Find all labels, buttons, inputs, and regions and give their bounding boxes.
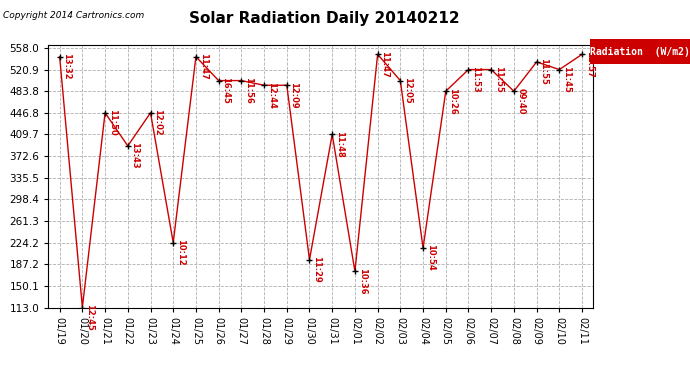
Text: 11:29: 11:29 [312, 256, 322, 283]
Text: 11:55: 11:55 [494, 66, 503, 93]
Text: 12:05: 12:05 [403, 77, 412, 104]
Text: 11:47: 11:47 [380, 51, 389, 78]
Text: 11:48: 11:48 [335, 131, 344, 158]
Text: 09:40: 09:40 [517, 88, 526, 114]
Text: 13:32: 13:32 [62, 53, 71, 80]
Text: 11:53: 11:53 [471, 66, 480, 93]
Text: Radiation  (W/m2): Radiation (W/m2) [590, 46, 690, 57]
Text: 13:43: 13:43 [130, 142, 139, 169]
Text: 10:54: 10:54 [426, 244, 435, 271]
Text: 11:47: 11:47 [199, 53, 208, 80]
Text: 11:45: 11:45 [562, 66, 571, 93]
Text: 16:45: 16:45 [221, 77, 230, 104]
Text: Copyright 2014 Cartronics.com: Copyright 2014 Cartronics.com [3, 11, 145, 20]
Text: 10:26: 10:26 [448, 88, 457, 114]
Text: 11:56: 11:56 [244, 77, 253, 104]
Text: 12:44: 12:44 [267, 82, 276, 109]
Text: 12:09: 12:09 [290, 82, 299, 108]
Text: 12:02: 12:02 [153, 109, 162, 136]
Text: 10:12: 10:12 [176, 239, 185, 266]
Text: 12:45: 12:45 [85, 304, 94, 331]
Text: Solar Radiation Daily 20140212: Solar Radiation Daily 20140212 [189, 11, 460, 26]
Text: 10:36: 10:36 [357, 268, 366, 294]
Text: 11:50: 11:50 [108, 109, 117, 136]
Text: 11:55: 11:55 [540, 58, 549, 85]
Text: 12:57: 12:57 [584, 51, 594, 78]
